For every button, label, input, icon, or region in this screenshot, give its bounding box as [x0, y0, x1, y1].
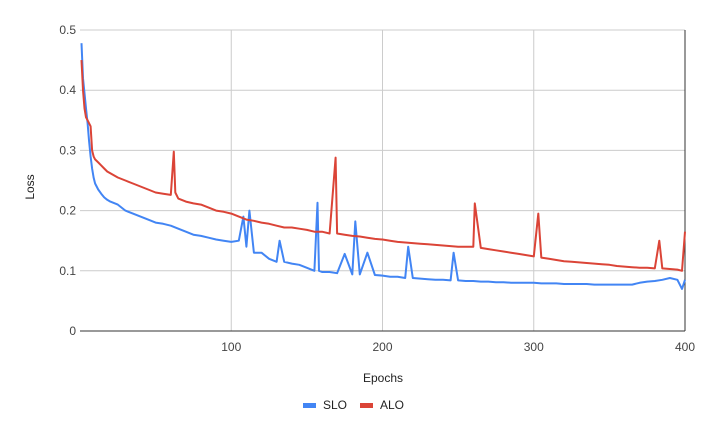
x-axis-title: Epochs	[363, 371, 403, 385]
legend-label-alo: ALO	[380, 398, 404, 412]
x-tick-label: 200	[372, 340, 392, 354]
y-tick-label: 0.3	[59, 143, 76, 157]
data-series	[80, 43, 686, 290]
legend-swatch-alo	[360, 403, 373, 408]
legend-label-slo: SLO	[323, 398, 347, 412]
x-tick-label: 400	[675, 340, 695, 354]
grid-lines	[80, 29, 685, 331]
tick-labels: 0 0.1 0.2 0.3 0.4 0.5 100 200 300 400	[59, 23, 695, 354]
y-tick-label: 0	[69, 324, 76, 338]
series-line-alo	[80, 60, 686, 272]
y-tick-label: 0.1	[59, 264, 76, 278]
x-tick-label: 100	[221, 340, 241, 354]
y-tick-label: 0.2	[59, 204, 76, 218]
x-tick-label: 300	[524, 340, 544, 354]
series-line-slo	[80, 43, 686, 290]
y-tick-label: 0.4	[59, 83, 76, 97]
y-axis-title: Loss	[23, 174, 37, 199]
legend-swatch-slo	[303, 403, 316, 408]
y-tick-label: 0.5	[59, 23, 76, 37]
legend: SLO ALO	[303, 398, 404, 412]
